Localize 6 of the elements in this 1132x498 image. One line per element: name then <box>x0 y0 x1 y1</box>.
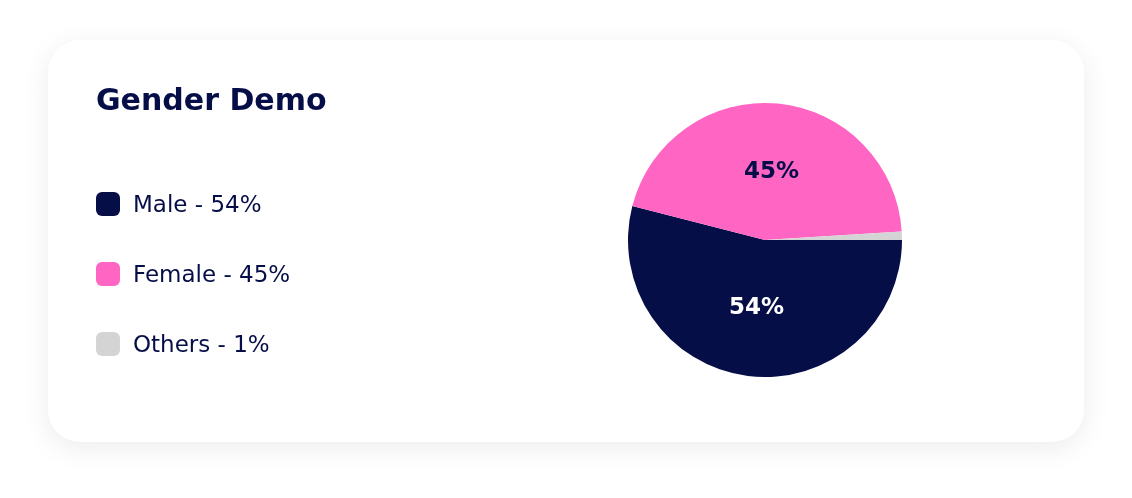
legend-label: Female - 45% <box>133 261 291 287</box>
data-label: 54% <box>728 292 784 319</box>
legend-label: Others - 1% <box>133 331 270 357</box>
legend-label: Male - 54% <box>133 191 262 217</box>
data-label: 45% <box>743 156 799 183</box>
chart-title: Gender Demo <box>96 82 327 117</box>
